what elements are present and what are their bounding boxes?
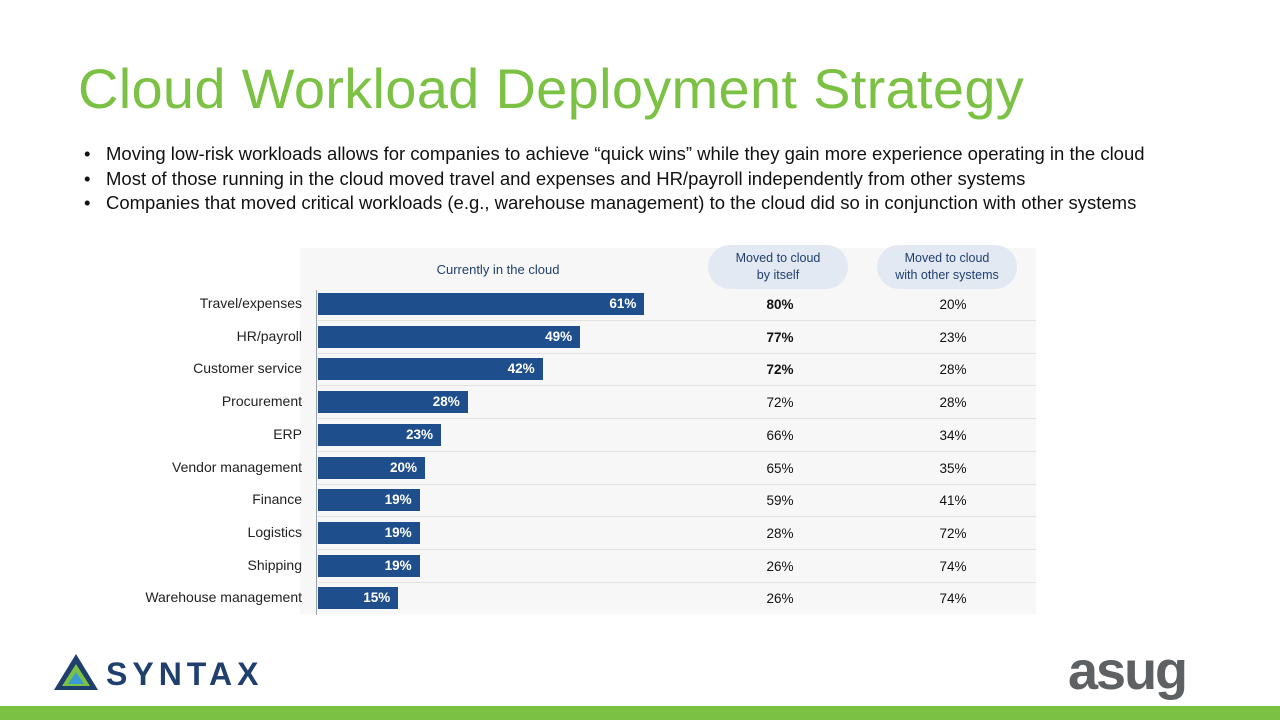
moved-by-itself-value: 26%: [766, 558, 794, 574]
row-separator: [318, 581, 1036, 583]
moved-with-other-systems-value: 20%: [939, 297, 967, 312]
chart-axis-line: [316, 290, 317, 615]
column-header-moved-with-other-systems: Moved to cloud with other systems: [877, 245, 1017, 289]
bar-value-label: 42%: [507, 361, 535, 377]
bullet-item: Companies that moved critical workloads …: [84, 191, 1145, 216]
asug-logo: asug: [1068, 641, 1188, 701]
moved-by-itself-value: 80%: [766, 297, 794, 312]
category-label: Shipping: [247, 556, 303, 573]
row-separator: [318, 418, 1036, 420]
moved-with-other-systems-value: 41%: [939, 493, 967, 509]
row-separator: [318, 450, 1036, 452]
column-header-moved-with-other-systems-label: Moved to cloud with other systems: [895, 251, 999, 282]
bar: [318, 521, 420, 544]
row-separator: [318, 516, 1036, 518]
moved-with-other-systems-value: 35%: [939, 460, 967, 476]
row-separator: [318, 352, 1036, 354]
column-header-currently-in-cloud: Currently in the cloud: [436, 262, 560, 277]
moved-with-other-systems-value: 74%: [939, 558, 967, 574]
category-label: HR/payroll: [236, 327, 302, 344]
bar: [318, 293, 645, 315]
moved-with-other-systems-value: 28%: [939, 395, 967, 411]
row-separator: [318, 320, 1036, 321]
bullet-list: Moving low-risk workloads allows for com…: [84, 142, 1145, 216]
bar: [318, 587, 399, 610]
bar-value-label: 49%: [545, 328, 573, 344]
slide-title: Cloud Workload Deployment Strategy: [78, 57, 1025, 120]
bar: [318, 456, 425, 479]
moved-with-other-systems-value: 23%: [939, 329, 967, 345]
syntax-logo-text: SYNTAX: [106, 656, 264, 692]
bar: [318, 325, 581, 348]
moved-with-other-systems-value: 28%: [939, 362, 967, 378]
category-label: Logistics: [247, 523, 302, 540]
bar-value-label: 28%: [432, 394, 460, 410]
bar-value-label: 61%: [609, 296, 637, 311]
bar-value-label: 23%: [406, 426, 434, 442]
moved-with-other-systems-value: 34%: [939, 427, 967, 443]
moved-by-itself-value: 77%: [766, 329, 794, 345]
moved-by-itself-value: 72%: [766, 362, 794, 378]
bar: [318, 358, 543, 381]
moved-by-itself-value: 66%: [766, 427, 794, 443]
bar: [318, 391, 468, 414]
moved-with-other-systems-value: 72%: [939, 525, 967, 541]
category-label: Vendor management: [172, 458, 302, 475]
bar-value-label: 19%: [384, 524, 412, 540]
bar-value-label: 19%: [384, 557, 412, 573]
category-label: Finance: [252, 491, 302, 508]
moved-by-itself-value: 72%: [766, 395, 794, 411]
bar: [318, 423, 442, 446]
moved-by-itself-value: 26%: [766, 591, 794, 607]
bullet-item: Most of those running in the cloud moved…: [84, 167, 1145, 192]
category-label: Warehouse management: [145, 589, 302, 606]
bar-value-label: 20%: [389, 459, 417, 475]
bar-value-label: 15%: [363, 590, 391, 606]
syntax-logo-icon: [54, 654, 98, 690]
moved-by-itself-value: 59%: [766, 493, 794, 509]
category-label: Travel/expenses: [199, 295, 302, 311]
bar-value-label: 19%: [384, 492, 412, 508]
column-header-moved-by-itself: Moved to cloud by itself: [708, 245, 848, 289]
moved-with-other-systems-value: 74%: [939, 591, 967, 607]
bullet-item: Moving low-risk workloads allows for com…: [84, 142, 1145, 167]
moved-by-itself-value: 28%: [766, 525, 794, 541]
column-header-moved-by-itself-label: Moved to cloud by itself: [735, 251, 821, 282]
moved-by-itself-value: 65%: [766, 460, 794, 476]
row-separator: [318, 483, 1036, 485]
category-label: Procurement: [221, 393, 302, 410]
bar: [318, 554, 420, 577]
category-label: ERP: [273, 425, 302, 442]
footer-accent-bar: [0, 706, 1280, 720]
row-separator: [318, 385, 1036, 387]
bar: [318, 489, 420, 512]
row-separator: [318, 548, 1036, 550]
category-label: Customer service: [193, 360, 302, 377]
